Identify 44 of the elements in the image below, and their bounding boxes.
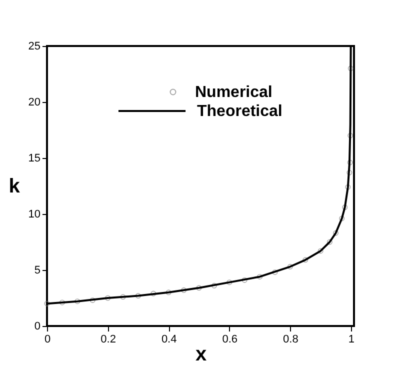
point	[120, 294, 126, 300]
point	[326, 239, 332, 245]
y-tick-label: 20	[28, 96, 40, 108]
point	[90, 298, 96, 303]
y-tick-label: 25	[28, 40, 40, 52]
x-tick-label: 0.6	[222, 334, 238, 346]
y-tick-label: 15	[28, 152, 40, 164]
point	[196, 285, 202, 291]
point	[333, 230, 339, 236]
x-tick-label: 0	[44, 334, 51, 346]
x-tick-label: 0.8	[283, 334, 298, 346]
point	[166, 290, 172, 296]
x-tick-label: 0.2	[100, 334, 116, 346]
point	[226, 280, 232, 286]
legend-label: Numerical	[195, 84, 272, 101]
point	[181, 287, 187, 293]
point	[302, 257, 308, 263]
point	[242, 277, 248, 283]
point	[348, 132, 354, 138]
legend-label: Theoretical	[197, 103, 282, 120]
point	[257, 274, 263, 280]
y-tick-label: 5	[34, 264, 40, 276]
point	[345, 184, 351, 190]
point	[347, 160, 353, 166]
point	[272, 270, 278, 275]
x-axis-title: x	[195, 344, 207, 366]
point	[74, 298, 80, 304]
point	[211, 282, 217, 288]
point	[318, 248, 324, 254]
y-tick-label: 0	[34, 320, 40, 332]
point	[59, 300, 65, 306]
point	[342, 204, 348, 210]
y-axis-title: k	[8, 176, 21, 198]
y-tick-label: 10	[28, 208, 40, 220]
point	[348, 66, 354, 72]
point	[346, 170, 352, 176]
x-tick-label: 1	[348, 334, 355, 346]
point	[105, 295, 111, 301]
point	[44, 300, 50, 306]
point	[150, 290, 156, 296]
point	[287, 264, 293, 270]
point	[339, 216, 345, 222]
point	[135, 293, 141, 298]
x-tick-label: 0.4	[161, 334, 177, 346]
